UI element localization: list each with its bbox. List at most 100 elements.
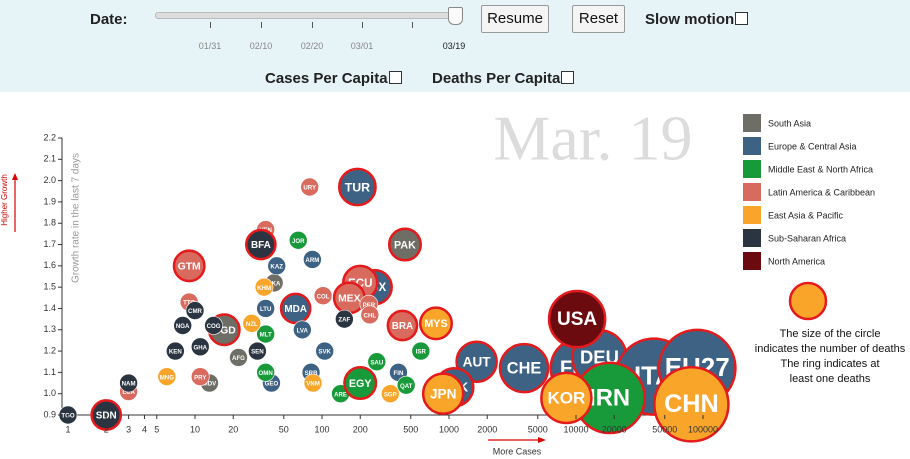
bubble — [256, 299, 275, 318]
checkbox[interactable] — [388, 71, 402, 84]
legend-swatch — [743, 229, 761, 247]
bubble — [498, 342, 550, 394]
checkbox[interactable] — [735, 12, 749, 25]
bubble-label: ARE — [334, 391, 347, 398]
y-tick-label: 1.1 — [43, 367, 56, 377]
y-tick-label: 1.8 — [43, 218, 56, 228]
bubble — [381, 384, 400, 403]
x-tick-label: 4 — [142, 424, 147, 434]
bubble — [267, 256, 287, 276]
size-note: The ring indicates at — [780, 358, 879, 370]
bubble — [242, 314, 262, 333]
legend-swatch — [743, 114, 761, 132]
bubble-label: MLT — [260, 332, 272, 339]
x-tick-label: 500 — [403, 424, 418, 434]
bubble-label: CHE — [507, 359, 542, 377]
resume-button[interactable]: Resume — [481, 5, 549, 33]
bubble-label: COL — [317, 293, 330, 300]
bubble — [337, 167, 377, 207]
bubble-label: KOR — [547, 388, 585, 407]
legend-swatch — [743, 252, 761, 270]
bubble-label: ZAF — [338, 317, 350, 324]
y-arrow-head — [12, 173, 18, 180]
checkbox[interactable] — [561, 71, 575, 84]
bubble — [157, 367, 177, 386]
bubble — [367, 352, 387, 372]
slider-tick — [362, 22, 363, 28]
bubble-label: ARM — [305, 257, 319, 264]
bubble — [119, 373, 138, 393]
bubble — [254, 277, 274, 297]
bubble-label: KAZ — [270, 263, 283, 270]
x-tick-label: 1000 — [439, 424, 459, 434]
bubble-label: GHA — [193, 344, 207, 351]
x-tick-label: 20 — [228, 424, 238, 434]
x-tick-label: 3 — [126, 424, 131, 434]
bubbles: BGD PAK LKA AFG MDV TUR KAZ ARM GEO LTU MDA LVA SRB S… — [58, 167, 737, 443]
x-tick-label: 2 — [104, 424, 109, 434]
bubble — [386, 309, 419, 342]
x-tick-label: 5 — [154, 424, 159, 434]
bubble-label: AFG — [232, 355, 245, 362]
x-tick-label: 1 — [65, 424, 70, 434]
bubble — [335, 309, 354, 329]
bubble-label: MNG — [160, 374, 175, 381]
bubble-label: SVK — [318, 349, 331, 356]
bubble-label: PER — [363, 302, 376, 309]
bubble — [653, 366, 730, 443]
bubble — [303, 250, 322, 269]
bubble-label: LCA — [122, 389, 135, 396]
bubble — [360, 305, 380, 325]
bubble-label: USA — [557, 309, 597, 330]
bubble-label: VNM — [306, 381, 320, 388]
bubble-label: MDV — [203, 381, 218, 388]
x-tick-label: 5000 — [528, 424, 548, 434]
legend-label: Europe & Central Asia — [768, 141, 857, 151]
y-axis-label: Growth rate in the last 7 days — [71, 153, 82, 283]
bubble-label: ISR — [416, 349, 427, 356]
x-arrow-head — [538, 437, 546, 443]
bubble — [190, 367, 210, 386]
slider-thumb[interactable] — [448, 7, 463, 25]
bubble — [190, 337, 210, 357]
bubble — [288, 230, 308, 250]
bubble-label: CHN — [664, 390, 719, 418]
date-label: Date: — [90, 11, 128, 28]
bubble-label: QAT — [400, 383, 413, 390]
bubble — [229, 348, 248, 367]
bubble — [256, 324, 275, 344]
date-watermark: Mar. 19 — [493, 103, 692, 174]
y-tick-label: 1.7 — [43, 239, 56, 249]
bubble-label: OMN — [259, 370, 273, 377]
y-tick-label: 0.9 — [43, 409, 56, 419]
bubble-label: TTO — [183, 300, 195, 307]
deaths-per-capita: Deaths Per Capita — [432, 70, 575, 87]
bubble-label: SGP — [384, 391, 397, 398]
bubble-label: MDA — [284, 304, 307, 315]
bubble-label: LKA — [268, 281, 281, 288]
bubble-label: MYS — [424, 318, 447, 330]
slider-date: 01/31 — [198, 41, 222, 51]
bubble-label: BRA — [392, 321, 413, 332]
bubble — [421, 372, 465, 415]
bubble-label: CMR — [188, 308, 203, 315]
bubble — [540, 371, 593, 425]
slider-date: 02/20 — [300, 41, 324, 51]
bubble-label: JOR — [292, 238, 305, 245]
bubble-label: PAK — [394, 239, 416, 251]
y-tick-label: 1.4 — [43, 303, 56, 313]
bubble — [256, 363, 275, 382]
bubble-label: PRY — [194, 374, 206, 381]
bubble-label: BFA — [251, 240, 271, 251]
x-tick-label: 2000 — [477, 424, 497, 434]
bubble-label: KHM — [257, 285, 271, 292]
bubble — [248, 341, 267, 361]
reset-button[interactable]: Reset — [572, 5, 625, 33]
x-tick-label: 50000 — [652, 424, 677, 434]
bubble-label: NAM — [122, 381, 136, 388]
legend-label: East Asia & Pacific — [768, 210, 844, 220]
bubble — [293, 320, 312, 340]
y-arrow-label: Higher Growth — [0, 174, 9, 226]
size-legend-circle — [788, 281, 828, 321]
